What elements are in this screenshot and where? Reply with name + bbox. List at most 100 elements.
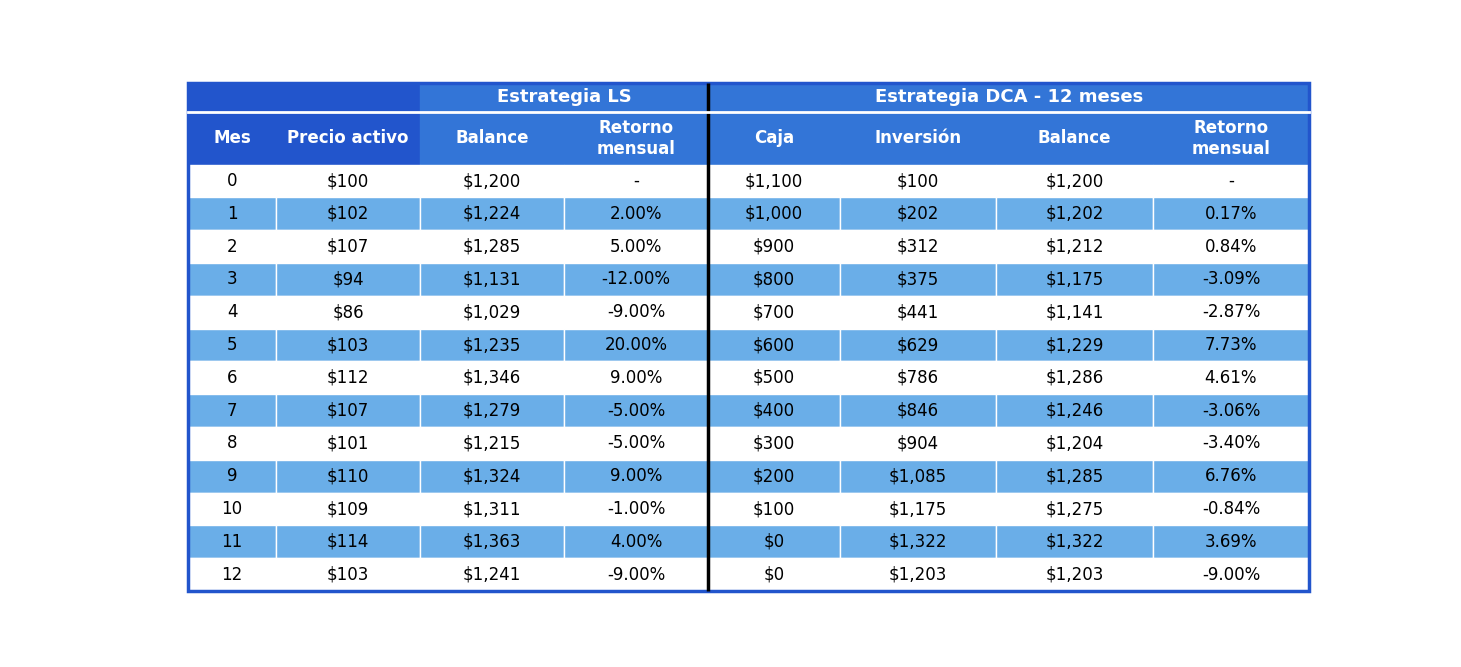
Bar bbox=[188, 112, 276, 165]
Bar bbox=[188, 526, 276, 558]
Bar bbox=[564, 197, 709, 230]
Bar bbox=[1153, 296, 1309, 329]
Bar bbox=[709, 197, 840, 230]
Text: $114: $114 bbox=[327, 533, 370, 551]
Text: 0.84%: 0.84% bbox=[1205, 237, 1256, 255]
Bar bbox=[840, 263, 996, 296]
Text: $1,229: $1,229 bbox=[1045, 336, 1103, 354]
Text: $1,200: $1,200 bbox=[463, 172, 522, 190]
Text: -2.87%: -2.87% bbox=[1202, 303, 1261, 321]
Bar bbox=[188, 329, 276, 362]
Text: $1,285: $1,285 bbox=[463, 237, 522, 255]
Text: $375: $375 bbox=[897, 270, 939, 288]
Text: 9.00%: 9.00% bbox=[609, 369, 662, 387]
Text: $900: $900 bbox=[752, 237, 795, 255]
Bar bbox=[188, 460, 276, 493]
Text: $102: $102 bbox=[327, 205, 370, 223]
Text: $1,346: $1,346 bbox=[463, 369, 522, 387]
Bar bbox=[276, 197, 419, 230]
Bar bbox=[564, 263, 709, 296]
Bar bbox=[564, 230, 709, 263]
Bar bbox=[1153, 230, 1309, 263]
Text: $700: $700 bbox=[752, 303, 795, 321]
Bar bbox=[709, 230, 840, 263]
Text: $103: $103 bbox=[327, 566, 370, 584]
Text: 9.00%: 9.00% bbox=[609, 468, 662, 486]
Text: 1: 1 bbox=[226, 205, 238, 223]
Text: 0.17%: 0.17% bbox=[1205, 205, 1258, 223]
Bar bbox=[188, 558, 276, 591]
Bar bbox=[276, 362, 419, 394]
Text: -1.00%: -1.00% bbox=[606, 500, 665, 518]
Bar bbox=[709, 165, 840, 197]
Bar bbox=[1153, 493, 1309, 526]
Bar bbox=[276, 526, 419, 558]
Bar bbox=[276, 296, 419, 329]
Text: -9.00%: -9.00% bbox=[606, 566, 665, 584]
Text: Precio activo: Precio activo bbox=[288, 129, 409, 147]
Bar bbox=[840, 526, 996, 558]
Text: $300: $300 bbox=[752, 434, 795, 452]
Text: $1,324: $1,324 bbox=[463, 468, 522, 486]
Text: $1,246: $1,246 bbox=[1045, 402, 1103, 420]
Text: $400: $400 bbox=[752, 402, 795, 420]
Bar bbox=[419, 263, 564, 296]
Bar bbox=[419, 460, 564, 493]
Text: 4.61%: 4.61% bbox=[1205, 369, 1258, 387]
Bar bbox=[996, 460, 1153, 493]
Text: -9.00%: -9.00% bbox=[606, 303, 665, 321]
Bar bbox=[840, 329, 996, 362]
Bar bbox=[564, 329, 709, 362]
Text: $112: $112 bbox=[327, 369, 370, 387]
Text: $1,224: $1,224 bbox=[463, 205, 522, 223]
Bar bbox=[996, 296, 1153, 329]
Bar bbox=[276, 394, 419, 427]
Bar bbox=[419, 296, 564, 329]
Text: $1,235: $1,235 bbox=[463, 336, 522, 354]
Text: $1,131: $1,131 bbox=[463, 270, 522, 288]
Bar bbox=[188, 165, 276, 197]
Text: 4.00%: 4.00% bbox=[609, 533, 662, 551]
Text: $200: $200 bbox=[752, 468, 795, 486]
Bar bbox=[709, 526, 840, 558]
Bar bbox=[419, 427, 564, 460]
Text: $103: $103 bbox=[327, 336, 370, 354]
Text: 12: 12 bbox=[222, 566, 243, 584]
Text: $629: $629 bbox=[897, 336, 939, 354]
Text: $441: $441 bbox=[897, 303, 939, 321]
Bar bbox=[419, 526, 564, 558]
Bar bbox=[564, 460, 709, 493]
Text: $1,275: $1,275 bbox=[1045, 500, 1103, 518]
Text: 6.76%: 6.76% bbox=[1205, 468, 1256, 486]
Text: $1,200: $1,200 bbox=[1045, 172, 1103, 190]
Bar bbox=[188, 394, 276, 427]
Text: $1,203: $1,203 bbox=[1045, 566, 1103, 584]
Text: $1,000: $1,000 bbox=[745, 205, 804, 223]
Text: $101: $101 bbox=[327, 434, 370, 452]
Bar bbox=[188, 362, 276, 394]
Bar bbox=[840, 427, 996, 460]
Text: $846: $846 bbox=[897, 402, 939, 420]
Bar bbox=[996, 197, 1153, 230]
Text: Balance: Balance bbox=[1037, 129, 1112, 147]
Bar bbox=[419, 394, 564, 427]
Bar bbox=[276, 329, 419, 362]
Text: $86: $86 bbox=[332, 303, 364, 321]
Text: -: - bbox=[633, 172, 638, 190]
Text: $110: $110 bbox=[327, 468, 370, 486]
Bar bbox=[709, 362, 840, 394]
Text: 5: 5 bbox=[226, 336, 237, 354]
Bar bbox=[840, 558, 996, 591]
Text: $786: $786 bbox=[897, 369, 939, 387]
Text: $1,175: $1,175 bbox=[1045, 270, 1103, 288]
Bar bbox=[419, 230, 564, 263]
Text: 8: 8 bbox=[226, 434, 237, 452]
Text: -5.00%: -5.00% bbox=[606, 434, 665, 452]
Bar bbox=[996, 558, 1153, 591]
Text: $1,363: $1,363 bbox=[463, 533, 522, 551]
Bar bbox=[840, 296, 996, 329]
Bar bbox=[840, 493, 996, 526]
Text: -: - bbox=[1229, 172, 1235, 190]
Text: $100: $100 bbox=[752, 500, 795, 518]
Text: 6: 6 bbox=[226, 369, 237, 387]
